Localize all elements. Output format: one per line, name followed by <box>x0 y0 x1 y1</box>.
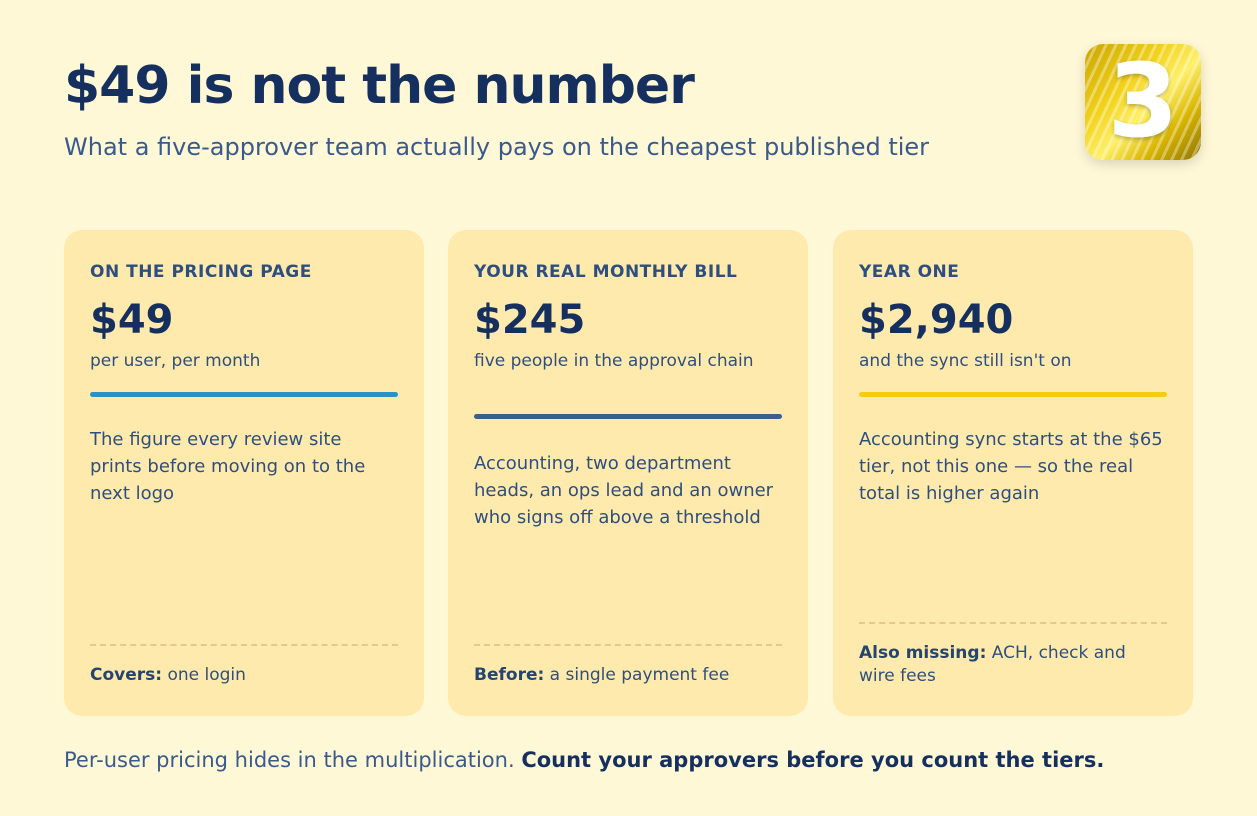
card-footnote: Covers: one login <box>90 664 390 687</box>
card-eyebrow: YOUR REAL MONTHLY BILL <box>474 262 738 282</box>
card-footnote-label: Also missing: <box>859 643 987 663</box>
card-caption: per user, per month <box>90 351 261 371</box>
card-footnote-label: Covers: <box>90 665 163 685</box>
card-accent-bar <box>474 414 782 419</box>
card-footnote-text: a single payment fee <box>544 665 730 685</box>
card-divider <box>859 622 1167 624</box>
card-eyebrow: ON THE PRICING PAGE <box>90 262 312 282</box>
card-body: Accounting sync starts at the $65 tier, … <box>859 429 1163 504</box>
card-body: Accounting, two department heads, an ops… <box>474 453 774 528</box>
logo-3-icon: 3 <box>1085 44 1201 160</box>
card-body: The figure every review site prints befo… <box>90 429 366 504</box>
card-divider <box>90 644 398 646</box>
card-accent-bar <box>859 392 1167 397</box>
page-title: $49 is not the number <box>64 56 695 116</box>
card-footnote-label: Before: <box>474 665 545 685</box>
footer-lead: Per-user pricing hides in the multiplica… <box>64 748 522 772</box>
card-amount: $2,940 <box>859 297 1014 343</box>
card-amount: $245 <box>474 297 586 343</box>
year-one-card: YEAR ONE $2,940 and the sync still isn't… <box>833 230 1193 716</box>
card-accent-bar <box>90 392 398 397</box>
card-footnote: Before: a single payment fee <box>474 664 774 687</box>
page-subtitle: What a five-approver team actually pays … <box>64 133 930 161</box>
card-footnote-text: ACH, check and wire fees <box>859 643 1126 686</box>
footer-emphasis: Count your approvers before you count th… <box>521 748 1105 772</box>
card-footnote: Also missing: ACH, check and wire fees <box>859 642 1159 688</box>
card-caption: and the sync still isn't on <box>859 351 1072 371</box>
footer-note: Per-user pricing hides in the multiplica… <box>64 746 1104 774</box>
card-footnote-text: one login <box>162 665 246 685</box>
card-amount: $49 <box>90 297 174 343</box>
monthly-bill-card: YOUR REAL MONTHLY BILL $245 five people … <box>448 230 808 716</box>
logo-mark: 3 <box>1107 44 1179 160</box>
pricing-page-card: ON THE PRICING PAGE $49 per user, per mo… <box>64 230 424 716</box>
card-caption: five people in the approval chain <box>474 351 754 371</box>
card-eyebrow: YEAR ONE <box>859 262 960 282</box>
card-divider <box>474 644 782 646</box>
